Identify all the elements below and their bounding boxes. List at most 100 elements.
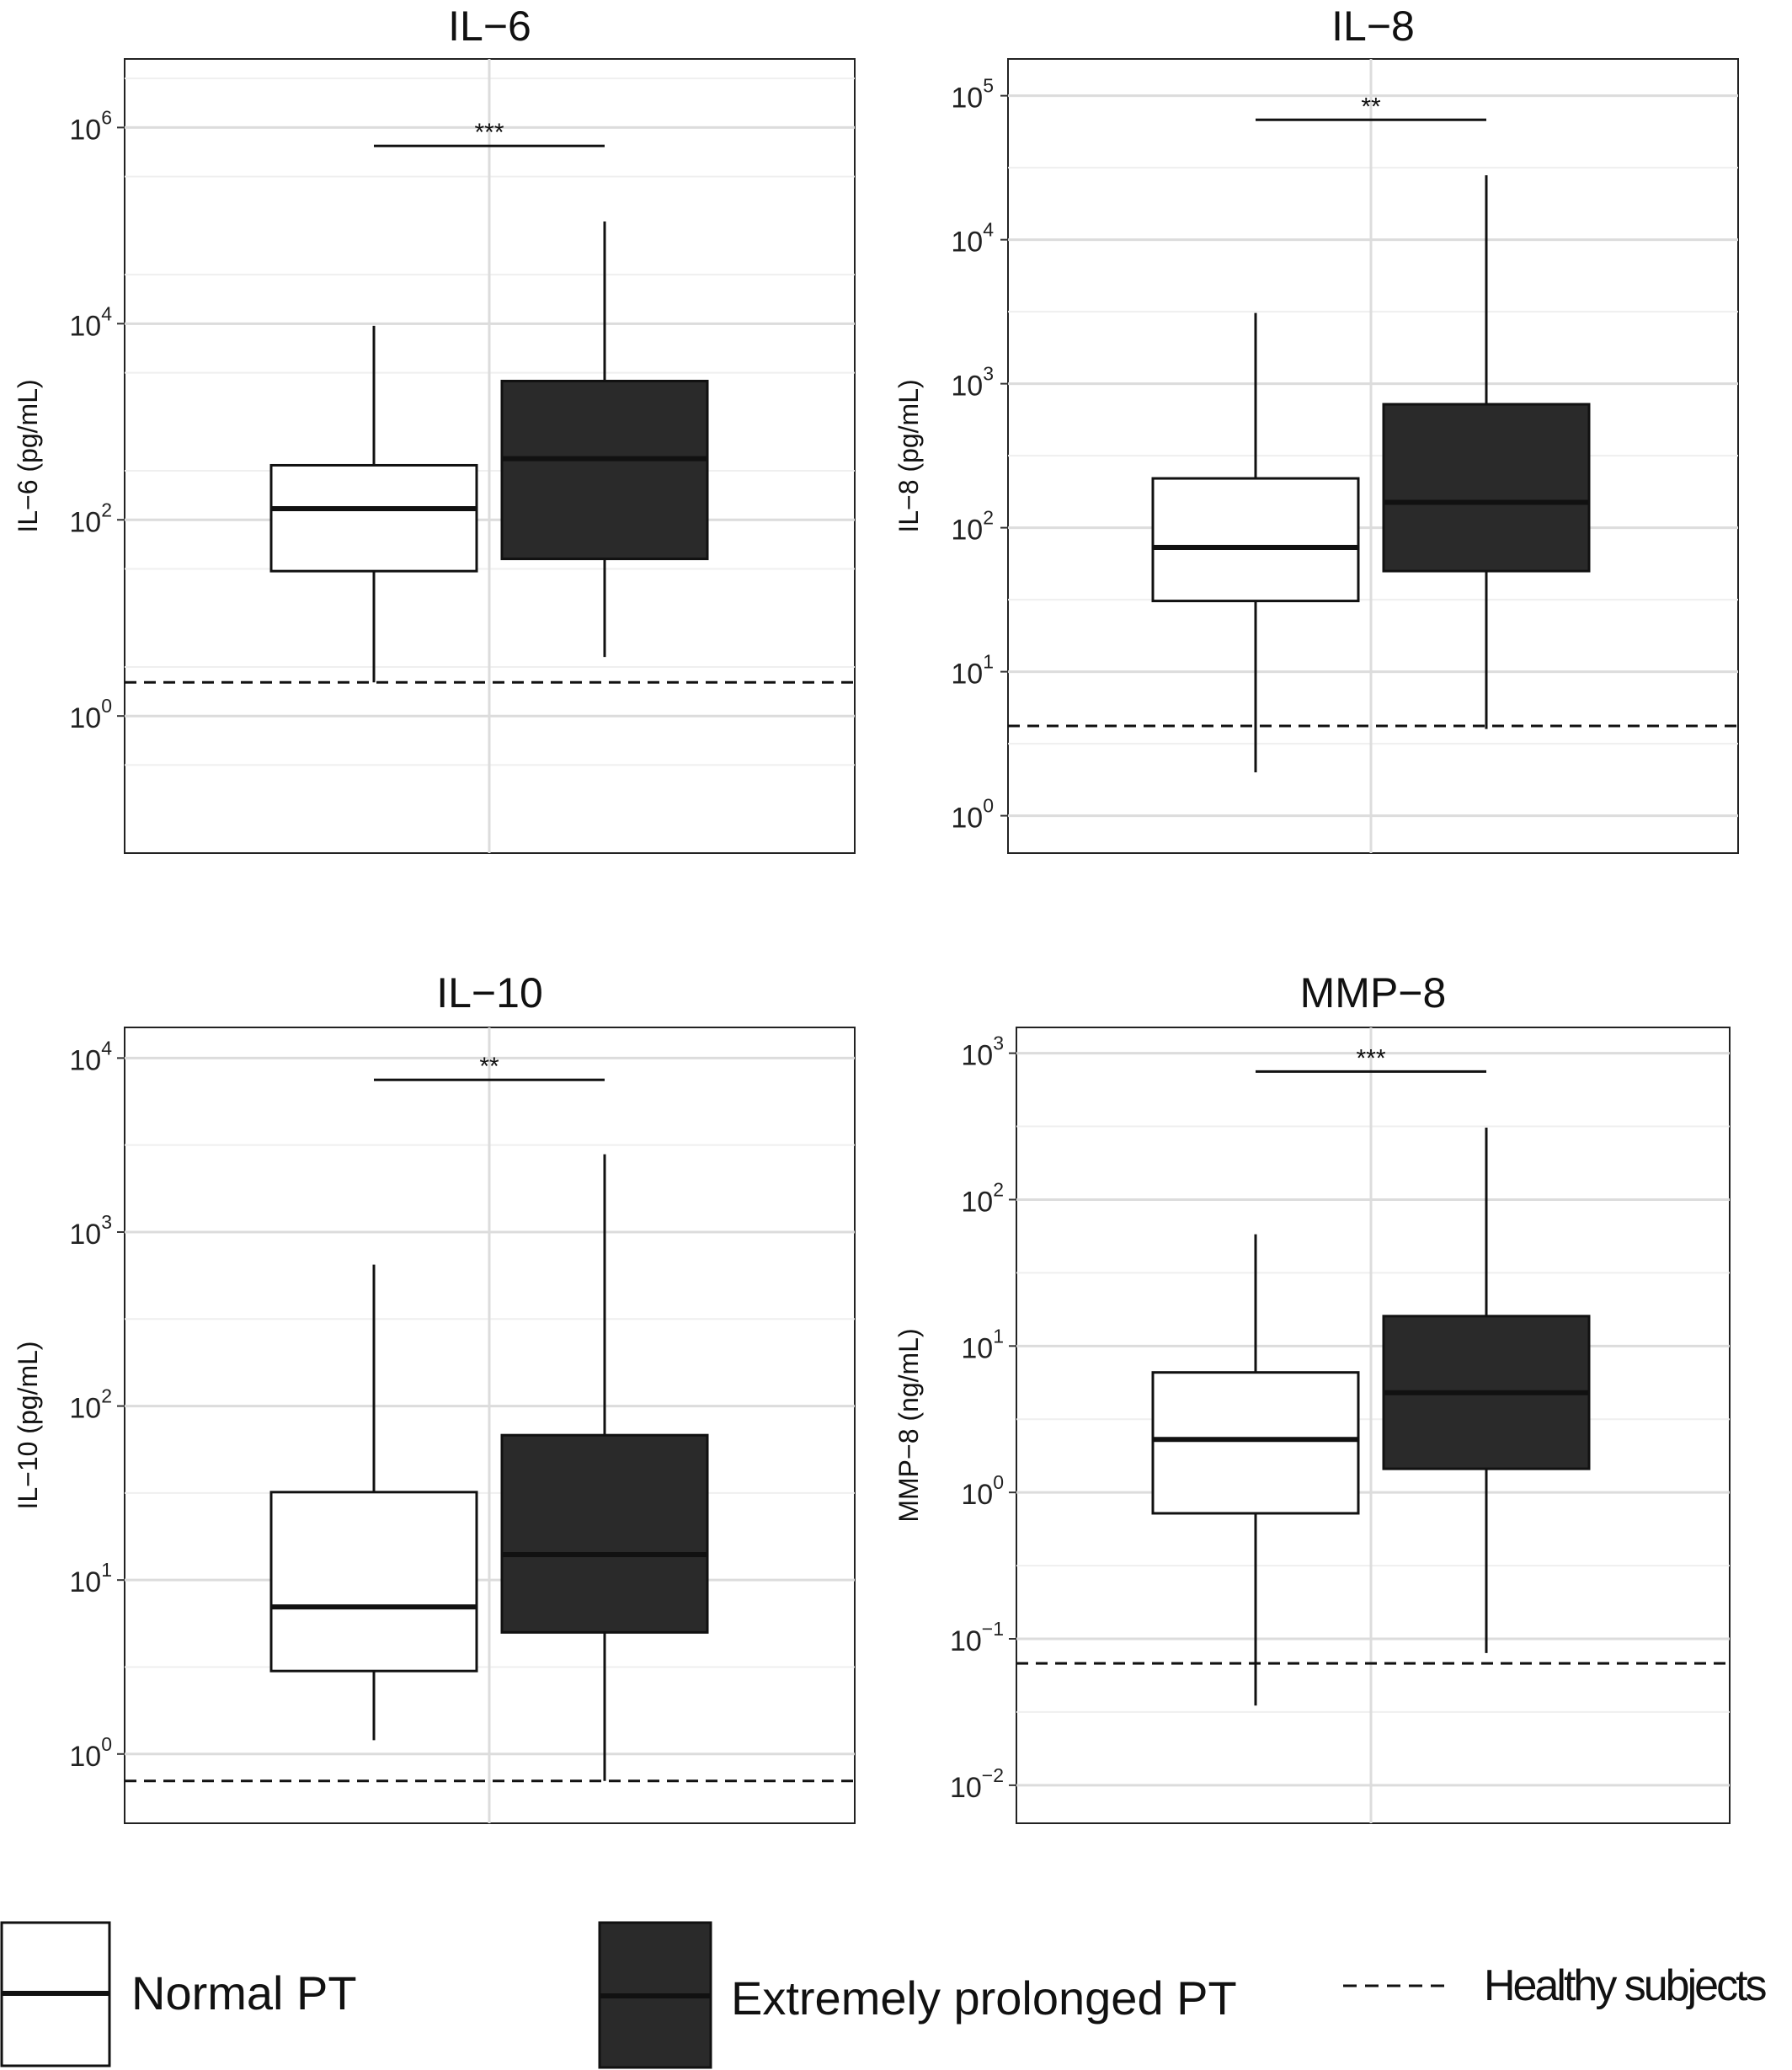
legend-item-extremely-prolonged-pt: Extremely prolonged PT — [598, 1921, 1237, 2069]
legend-label-extremely-prolonged-pt: Extremely prolonged PT — [731, 1971, 1237, 2025]
y-tick-label: 100 — [69, 1733, 112, 1773]
y-tick-base: 10 — [69, 1044, 101, 1076]
box-iqr — [269, 463, 478, 573]
y-tick-label: 100 — [69, 695, 112, 734]
y-tick-label: 100 — [961, 1471, 1004, 1511]
significance-label: *** — [474, 119, 504, 147]
y-tick-base: 10 — [951, 803, 983, 835]
panel-title: MMP−8 — [1300, 969, 1447, 1016]
legend-label-healthy-subjects: Healthy subjects — [1484, 1961, 1767, 2010]
y-tick-base: 10 — [961, 1332, 993, 1364]
y-tick-exponent: 1 — [101, 1559, 112, 1581]
y-tick-exponent: 2 — [101, 1385, 112, 1407]
y-tick-label: 102 — [69, 499, 112, 538]
y-tick-exponent: 0 — [101, 1733, 112, 1755]
y-tick-label: 103 — [69, 1211, 112, 1251]
y-tick-base: 10 — [951, 227, 983, 259]
y-tick-base: 10 — [69, 702, 101, 734]
panel-title: IL−6 — [448, 3, 531, 50]
box-iqr — [500, 1433, 709, 1634]
y-tick-label: 10−2 — [950, 1764, 1004, 1804]
y-tick-label: 102 — [69, 1385, 112, 1425]
y-axis-label: IL−6 (pg/mL) — [13, 379, 43, 532]
y-tick-exponent: 1 — [993, 1325, 1004, 1347]
y-tick-exponent: −1 — [982, 1618, 1004, 1640]
y-tick-base: 10 — [951, 371, 983, 403]
box-iqr — [1382, 403, 1591, 573]
y-axis-label: IL−10 (pg/mL) — [13, 1341, 43, 1509]
y-tick-base: 10 — [951, 515, 983, 547]
y-tick-label: 106 — [69, 106, 112, 146]
box-normal-pt — [269, 325, 478, 683]
y-tick-exponent: 3 — [983, 363, 994, 385]
panel-title: IL−10 — [436, 969, 543, 1016]
significance-label: ** — [1361, 93, 1381, 120]
box-iqr — [1151, 1371, 1360, 1515]
y-tick-label: 104 — [69, 1037, 112, 1076]
y-tick-label: 102 — [951, 507, 994, 547]
y-tick-base: 10 — [69, 1393, 101, 1425]
y-tick-exponent: 4 — [983, 219, 994, 241]
y-tick-label: 105 — [951, 75, 994, 115]
y-tick-exponent: 0 — [993, 1471, 1004, 1493]
legend: Normal PT Extremely prolonged PT Healthy… — [0, 1921, 1769, 2069]
y-tick-base: 10 — [961, 1479, 993, 1511]
y-tick-label: 102 — [961, 1178, 1004, 1218]
y-tick-exponent: 2 — [983, 507, 994, 529]
box-iqr — [269, 1491, 478, 1673]
y-tick-base: 10 — [69, 1566, 101, 1598]
legend-label-normal-pt: Normal PT — [131, 1966, 357, 2019]
y-tick-exponent: −2 — [982, 1764, 1004, 1786]
box-extremely-prolonged-pt — [1382, 175, 1591, 729]
legend-item-normal-pt: Normal PT — [0, 1921, 357, 2067]
y-tick-base: 10 — [69, 114, 101, 146]
y-tick-exponent: 6 — [101, 106, 112, 128]
y-tick-exponent: 0 — [101, 695, 112, 717]
y-axis-label: IL−8 (pg/mL) — [893, 379, 924, 532]
y-tick-exponent: 1 — [983, 651, 994, 673]
y-tick-label: 104 — [69, 302, 112, 342]
y-tick-base: 10 — [69, 310, 101, 342]
y-tick-label: 10−1 — [950, 1618, 1004, 1657]
y-tick-label: 101 — [951, 651, 994, 691]
y-tick-base: 10 — [951, 83, 983, 115]
y-tick-base: 10 — [69, 1219, 101, 1251]
significance-label: *** — [1356, 1044, 1385, 1072]
y-tick-exponent: 0 — [983, 795, 994, 817]
box-normal-pt — [269, 1264, 478, 1741]
y-tick-base: 10 — [69, 506, 101, 538]
box-iqr — [500, 379, 709, 561]
y-tick-base: 10 — [69, 1741, 101, 1773]
y-tick-base: 10 — [961, 1040, 993, 1072]
y-tick-exponent: 4 — [101, 302, 112, 324]
panel-title: IL−8 — [1331, 3, 1415, 50]
y-tick-exponent: 3 — [101, 1211, 112, 1233]
y-tick-label: 103 — [951, 363, 994, 403]
y-tick-label: 101 — [69, 1559, 112, 1598]
box-extremely-prolonged-pt — [1382, 1128, 1591, 1653]
y-tick-label: 103 — [961, 1032, 1004, 1072]
significance-label: ** — [479, 1053, 499, 1080]
legend-item-healthy-subjects: Healthy subjects — [1343, 1961, 1769, 2010]
box-extremely-prolonged-pt — [500, 1154, 709, 1781]
box-iqr — [1151, 477, 1360, 603]
y-tick-label: 104 — [951, 219, 994, 259]
y-tick-exponent: 4 — [101, 1037, 112, 1059]
box-extremely-prolonged-pt — [500, 221, 709, 658]
y-axis-label: MMP−8 (ng/mL) — [893, 1328, 924, 1522]
y-tick-base: 10 — [961, 1186, 993, 1218]
y-tick-label: 100 — [951, 795, 994, 835]
y-tick-exponent: 2 — [101, 499, 112, 520]
box-normal-pt — [1151, 1234, 1360, 1706]
plot-frame — [1016, 1027, 1731, 1824]
y-tick-exponent: 3 — [993, 1032, 1004, 1054]
box-normal-pt — [1151, 312, 1360, 773]
y-tick-label: 101 — [961, 1325, 1004, 1364]
y-tick-exponent: 2 — [993, 1178, 1004, 1200]
